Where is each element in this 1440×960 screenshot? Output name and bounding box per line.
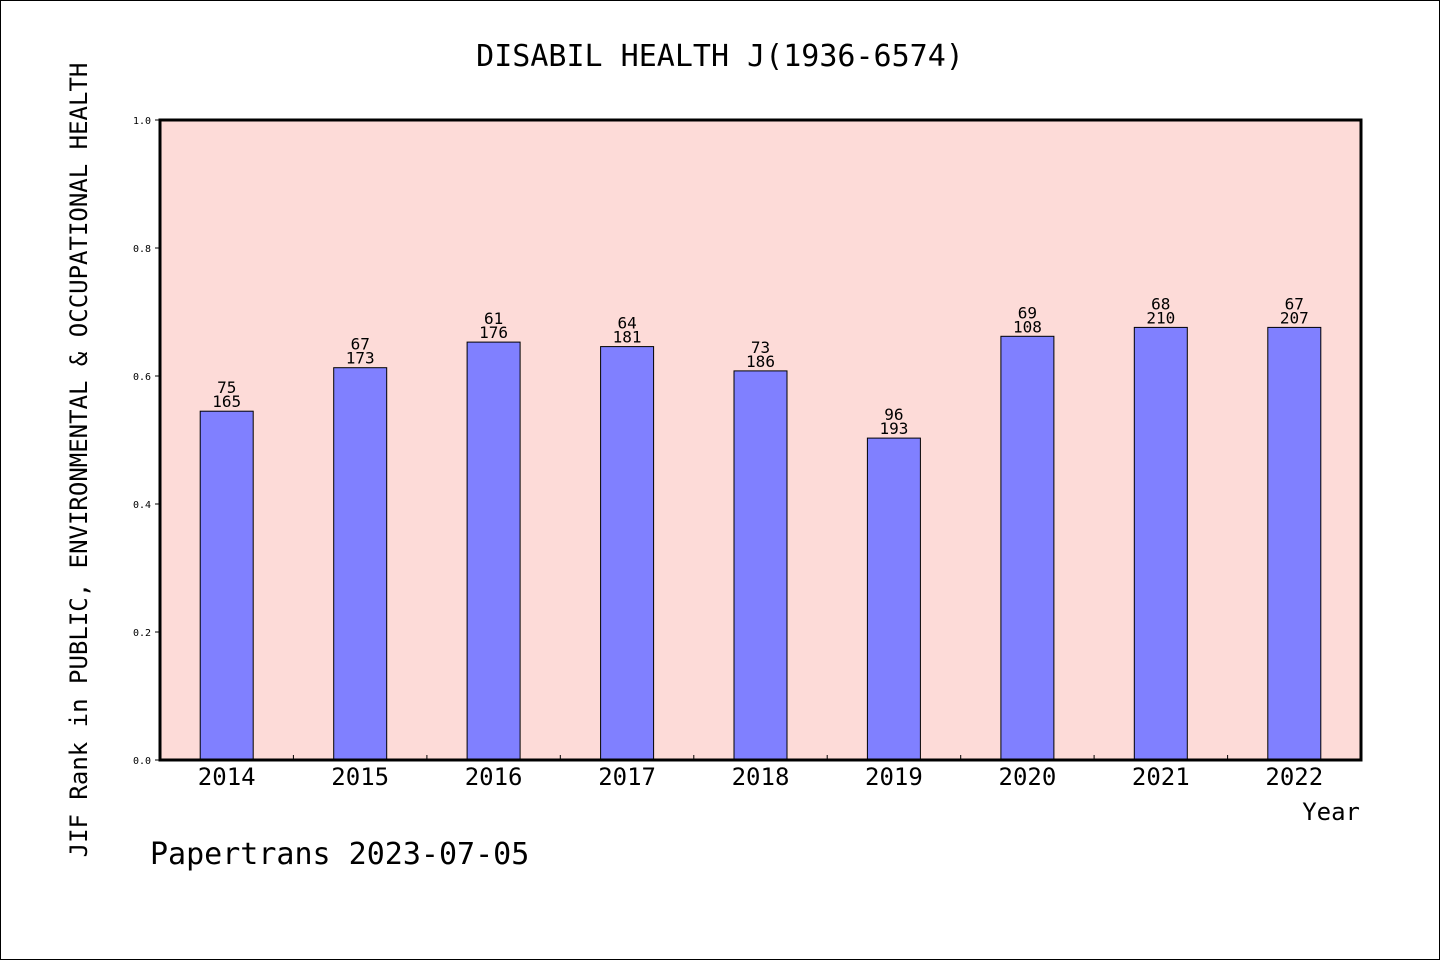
bar-total-label: 176 bbox=[479, 323, 508, 342]
bar-2017 bbox=[600, 346, 655, 761]
bar-2022 bbox=[1267, 326, 1322, 761]
bar-rank-label: 75 bbox=[217, 378, 236, 397]
bar-total-label: 173 bbox=[346, 349, 375, 368]
x-tick-label: 2014 bbox=[198, 763, 256, 791]
bar-rank-label: 64 bbox=[617, 314, 636, 333]
footer-text: Papertrans 2023-07-05 bbox=[150, 837, 529, 872]
y-axis-label: JIF Rank in PUBLIC, ENVIRONMENTAL & OCCU… bbox=[65, 63, 93, 858]
y-ticks-group: 0.0 0.2 0.4 0.6 0.8 1.0 bbox=[133, 116, 160, 767]
x-tick-label: 2016 bbox=[465, 763, 523, 791]
x-tick-label: 2019 bbox=[865, 763, 923, 791]
bar-total-label: 181 bbox=[613, 328, 642, 347]
x-tick-label: 2015 bbox=[331, 763, 389, 791]
y-tick-label: 0.4 bbox=[133, 500, 151, 511]
bar-rank-label: 73 bbox=[751, 338, 770, 357]
x-tick-label: 2017 bbox=[598, 763, 656, 791]
bar-total-label: 210 bbox=[1146, 308, 1175, 327]
bars-group bbox=[199, 326, 1322, 761]
plot-border bbox=[158, 118, 1363, 762]
bar-2019 bbox=[866, 437, 921, 761]
bar-2014 bbox=[199, 410, 254, 761]
bar-total-label: 186 bbox=[746, 352, 775, 371]
bar-rank-label: 69 bbox=[1018, 303, 1037, 322]
x-tick-label: 2020 bbox=[999, 763, 1057, 791]
bar-total-label: 207 bbox=[1280, 308, 1309, 327]
bar-total-label: 193 bbox=[879, 419, 908, 438]
bar-2021 bbox=[1133, 326, 1188, 761]
y-tick-label: 1.0 bbox=[133, 116, 151, 127]
bar-rank-label: 67 bbox=[351, 335, 370, 354]
x-tick-label: 2021 bbox=[1132, 763, 1190, 791]
bar-total-label: 108 bbox=[1013, 317, 1042, 336]
bar-rank-label: 67 bbox=[1285, 294, 1304, 313]
chart-title: DISABIL HEALTH J(1936-6574) bbox=[476, 39, 964, 74]
bar-2015 bbox=[333, 367, 388, 761]
y-tick-label: 0.8 bbox=[133, 244, 151, 255]
bar-rank-label: 61 bbox=[484, 309, 503, 328]
x-tick-label: 2022 bbox=[1265, 763, 1323, 791]
bar-2016 bbox=[466, 341, 521, 761]
x-ticks-group: 2014 2015 2016 2017 2018 2019 2020 2021 2022 bbox=[198, 755, 1323, 791]
x-tick-label: 2018 bbox=[732, 763, 790, 791]
bar-2018 bbox=[733, 370, 788, 761]
bar-2020 bbox=[1000, 335, 1055, 761]
x-axis-label: Year bbox=[1302, 798, 1360, 826]
y-tick-label: 0.2 bbox=[133, 628, 151, 639]
y-tick-label: 0.6 bbox=[133, 372, 151, 383]
bar-total-label: 165 bbox=[212, 392, 241, 411]
bar-rank-label: 68 bbox=[1151, 294, 1170, 313]
bar-rank-label: 96 bbox=[884, 405, 903, 424]
y-tick-label: 0.0 bbox=[133, 756, 151, 767]
